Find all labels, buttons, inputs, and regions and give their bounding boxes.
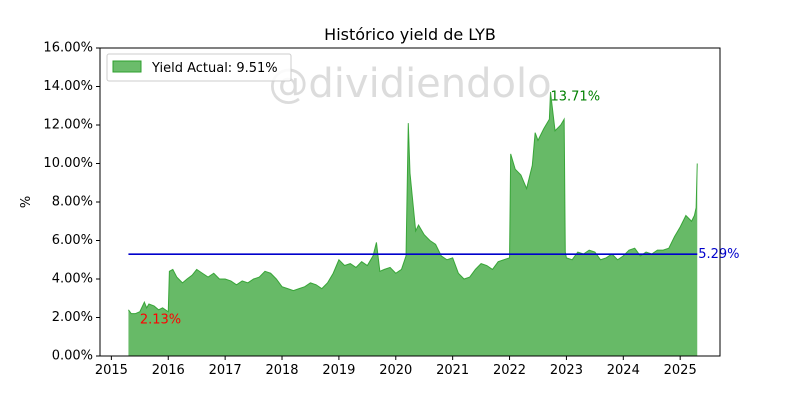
- legend-swatch: [112, 60, 142, 73]
- x-tick-label-2016: 2016: [152, 363, 185, 378]
- axes: 2015 2016 2017 2018 2019 2020 2021 2022 2023 2024…: [43, 41, 721, 378]
- max-annotation: 13.71%: [550, 90, 600, 105]
- min-annotation: 2.13%: [140, 312, 181, 327]
- annotations: 2.13% 13.71%: [140, 90, 600, 328]
- x-tick-label-2023: 2023: [550, 363, 583, 378]
- chart-title: Histórico yield de LYB: [324, 25, 496, 44]
- x-tick-label-2017: 2017: [209, 363, 242, 378]
- y-tick-label-4: 8.00%: [52, 195, 93, 210]
- legend-label: Yield Actual: 9.51%: [151, 61, 278, 76]
- x-tick-label-2022: 2022: [493, 363, 526, 378]
- y-tick-label-1: 2.00%: [52, 310, 93, 325]
- x-tick-label-2025: 2025: [664, 363, 697, 378]
- yield-line-0: [128, 92, 698, 315]
- legend-frame: [106, 53, 292, 82]
- x-tick-label-2024: 2024: [607, 363, 640, 378]
- x-tick-label-2021: 2021: [436, 363, 469, 378]
- y-tick-label-0: 0.00%: [52, 349, 93, 364]
- legend: Yield Actual: 9.51%: [106, 53, 292, 82]
- average-label: 5.29%: [698, 247, 739, 262]
- plot-area: [128, 92, 698, 356]
- average-line-group: 5.29%: [128, 247, 740, 262]
- x-tick-label-2018: 2018: [265, 363, 298, 378]
- y-tick-label-6: 12.00%: [43, 118, 93, 133]
- y-tick-label-7: 14.00%: [43, 79, 93, 94]
- y-tick-label-2: 4.00%: [52, 272, 93, 287]
- watermark: @dividiendolo: [268, 61, 551, 107]
- y-tick-label-8: 16.00%: [43, 41, 93, 56]
- yield-area-0: [128, 92, 698, 356]
- y-tick-label-3: 6.00%: [52, 233, 93, 248]
- x-tick-label-2020: 2020: [379, 363, 412, 378]
- x-tick-label-2019: 2019: [322, 363, 355, 378]
- y-tick-label-5: 10.00%: [43, 156, 93, 171]
- x-tick-label-2015: 2015: [95, 363, 128, 378]
- y-axis-label: %: [19, 196, 34, 208]
